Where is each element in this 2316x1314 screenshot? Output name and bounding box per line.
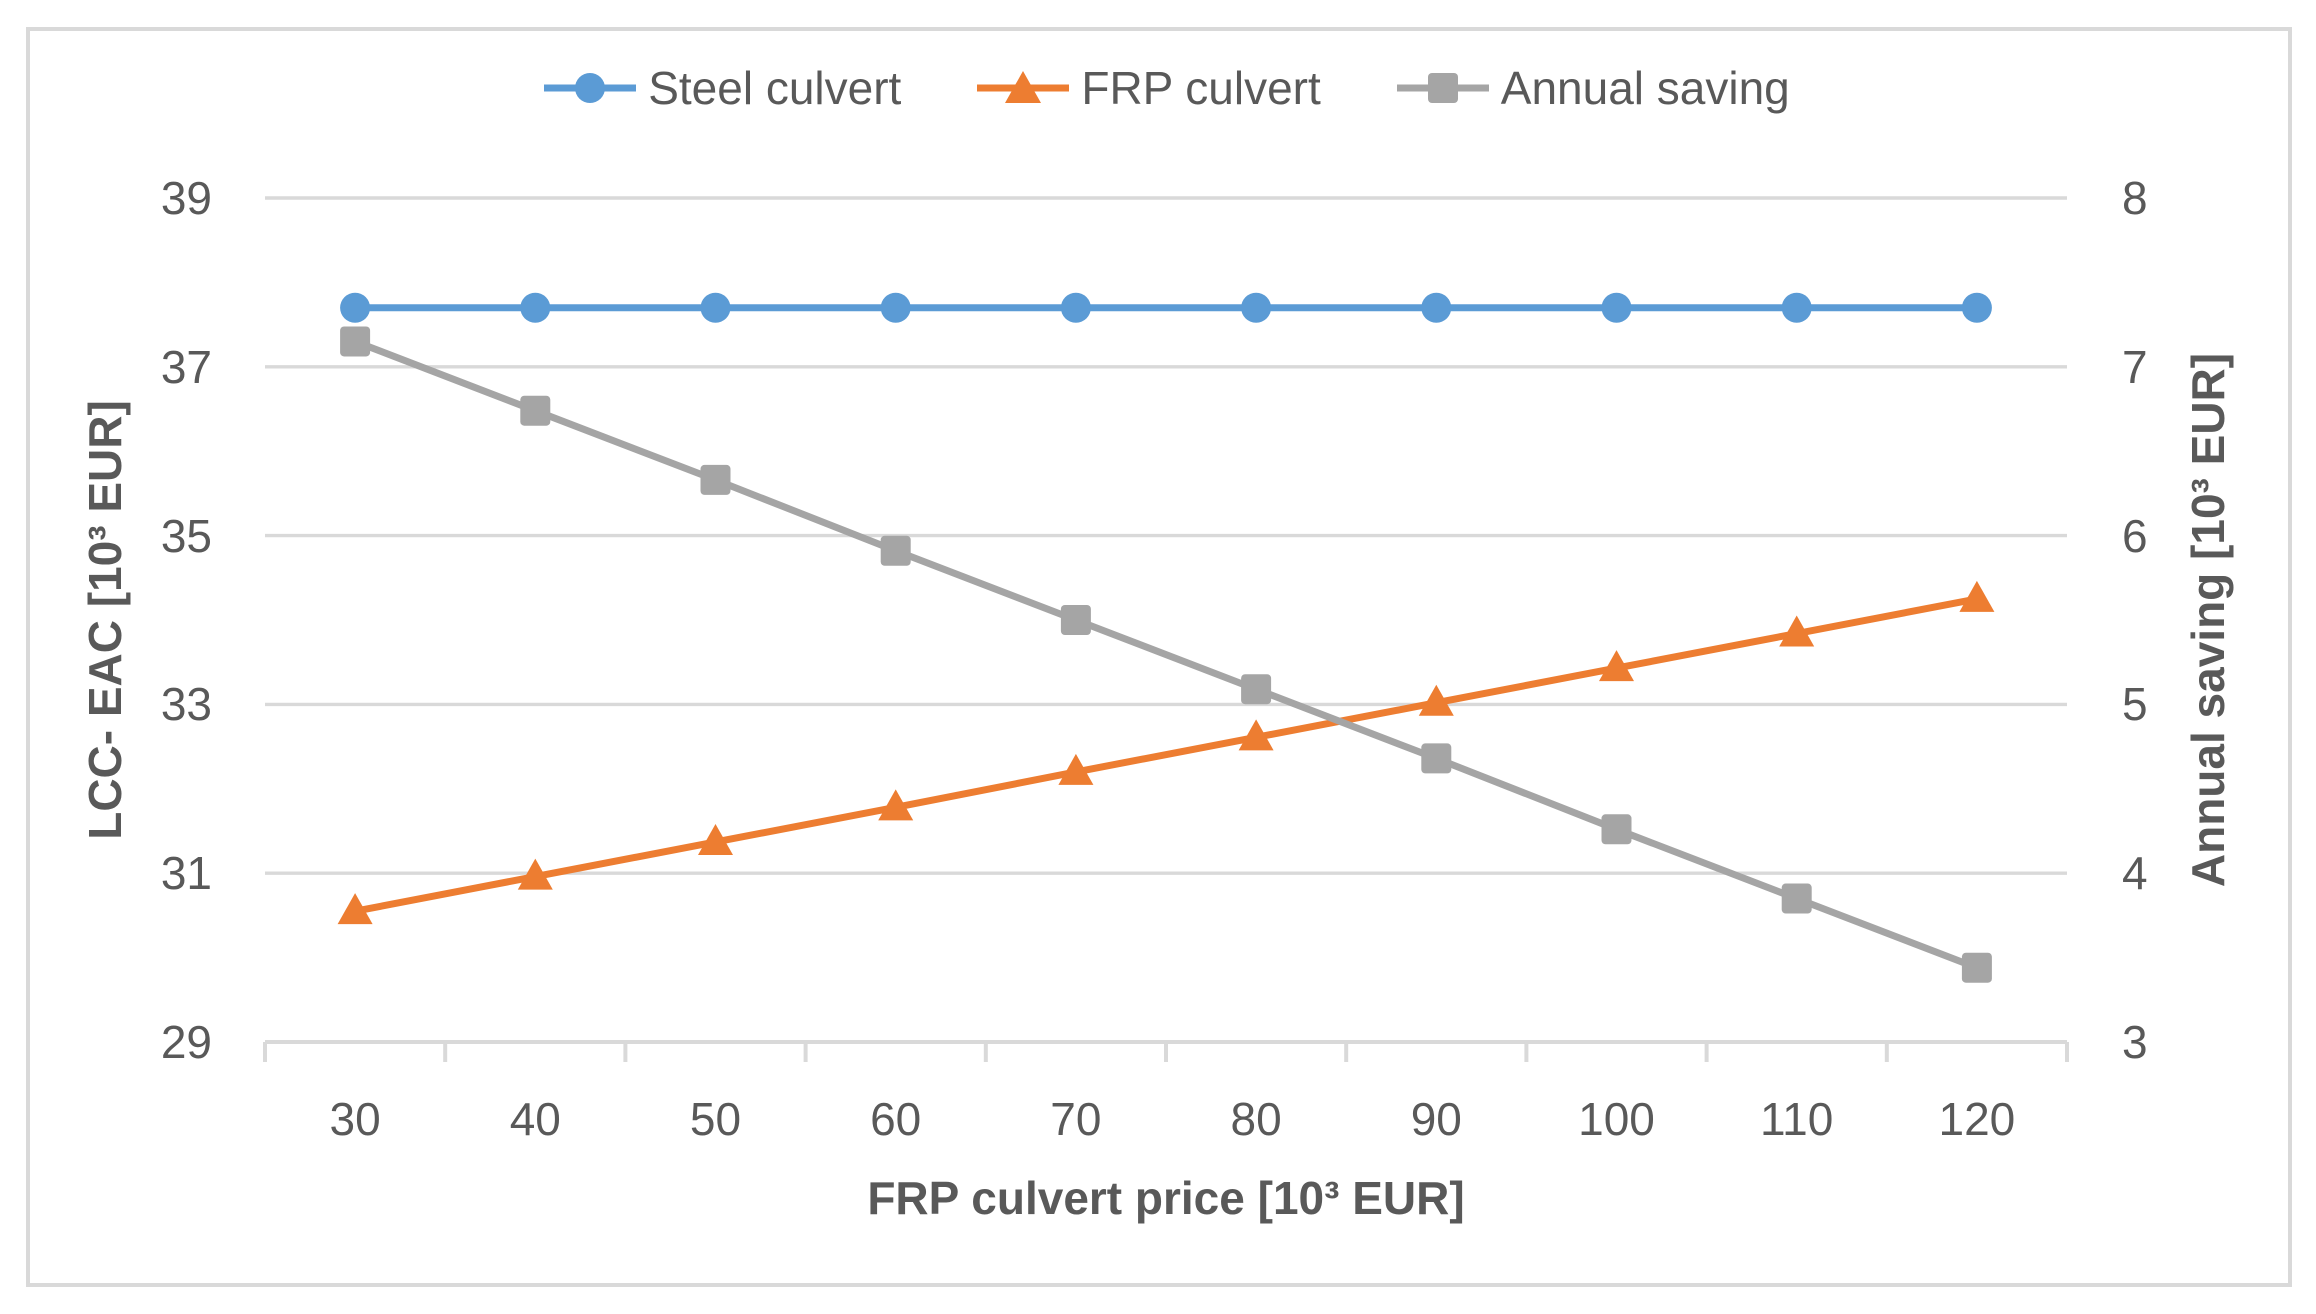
x-axis-tick-label: 50 — [689, 1093, 742, 1145]
frp-culvert-line — [354, 595, 1978, 915]
right-axis-tick-label: 4 — [2122, 847, 2148, 900]
square-marker-icon — [880, 535, 911, 566]
steel-series-marker-icon — [544, 73, 637, 103]
triangle-marker-icon — [1005, 71, 1042, 103]
left-axis-title: LCC- EAC [10³ EUR] — [79, 400, 131, 840]
triangle-marker-icon — [698, 823, 733, 855]
x-axis-tick-label: 70 — [1050, 1093, 1102, 1145]
right-axis-tick-label: 8 — [2122, 172, 2148, 224]
circle-marker-icon — [1961, 292, 1992, 323]
legend-item-steel-culvert: Steel culvert — [542, 56, 901, 120]
chart-legend: Steel culvert FRP culvert Annual saving — [265, 56, 2067, 120]
square-marker-icon — [1781, 883, 1812, 914]
triangle-marker-icon — [1959, 580, 1995, 612]
circle-marker-icon — [520, 292, 551, 323]
right-axis-tick-label: 6 — [2122, 509, 2148, 562]
x-axis-tick-label: 60 — [870, 1093, 922, 1145]
figure-border — [26, 27, 2292, 1287]
square-marker-icon — [520, 395, 551, 426]
square-marker-icon — [340, 326, 371, 357]
left-axis-tick-label: 37 — [160, 340, 212, 393]
circle-marker-icon — [1781, 292, 1812, 323]
square-marker-icon — [1060, 605, 1091, 635]
circle-marker-icon — [700, 292, 731, 323]
square-marker-icon — [1241, 674, 1272, 705]
square-marker-icon — [1961, 952, 1992, 983]
left-axis-tick-label: 35 — [160, 509, 212, 562]
left-axis-tick-label: 31 — [160, 847, 212, 900]
x-axis-tick-label: 100 — [1578, 1093, 1655, 1145]
x-axis-tick-label: 90 — [1410, 1093, 1462, 1145]
x-axis-tick-label: 110 — [1760, 1093, 1834, 1145]
right-axis-tick-label: 7 — [2122, 340, 2148, 393]
left-axis-tick-label: 39 — [160, 172, 212, 224]
circle-marker-icon — [340, 292, 371, 323]
legend-item-frp-culvert: FRP culvert — [975, 56, 1321, 120]
left-axis-tick-label: 29 — [160, 1016, 212, 1068]
circle-marker-icon — [1060, 292, 1091, 323]
x-axis-tick-label: 120 — [1938, 1093, 2016, 1145]
circle-marker-icon — [1421, 292, 1452, 323]
frp-series-marker-icon — [977, 71, 1070, 103]
square-marker-icon — [1427, 73, 1458, 103]
x-axis-tick-label: 40 — [509, 1093, 561, 1145]
right-axis-title: Annual saving [10³ EUR] — [2182, 352, 2234, 888]
right-axis-tick-label: 5 — [2122, 678, 2148, 731]
legend-label-frp: FRP culvert — [1081, 62, 1321, 114]
triangle-marker-icon — [517, 858, 553, 890]
triangle-marker-icon — [1058, 753, 1094, 785]
x-axis-title: FRP culvert price [10³ EUR] — [867, 1172, 1465, 1224]
circle-marker-icon — [1241, 292, 1272, 323]
square-marker-icon — [700, 464, 731, 495]
saving-series-marker-icon — [1396, 73, 1489, 103]
square-marker-icon — [1421, 743, 1452, 774]
annual-saving-line — [353, 338, 1979, 971]
circle-marker-icon — [575, 73, 606, 103]
legend-item-annual-saving: Annual saving — [1395, 56, 1790, 120]
triangle-marker-icon — [1599, 650, 1634, 682]
triangle-marker-icon — [1779, 615, 1815, 647]
circle-marker-icon — [880, 292, 911, 323]
left-axis-tick-label: 33 — [160, 678, 212, 731]
circle-marker-icon — [1601, 292, 1632, 323]
triangle-marker-icon — [878, 789, 914, 821]
right-axis-tick-label: 3 — [2122, 1016, 2148, 1068]
triangle-marker-icon — [1418, 684, 1454, 716]
square-marker-icon — [1601, 814, 1632, 845]
triangle-marker-icon — [337, 893, 373, 925]
x-axis-tick-label: 80 — [1230, 1093, 1282, 1145]
triangle-marker-icon — [1238, 719, 1274, 751]
x-axis-tick-label: 30 — [329, 1093, 381, 1145]
legend-label-saving: Annual saving — [1500, 62, 1790, 114]
legend-label-steel: Steel culvert — [648, 62, 902, 114]
